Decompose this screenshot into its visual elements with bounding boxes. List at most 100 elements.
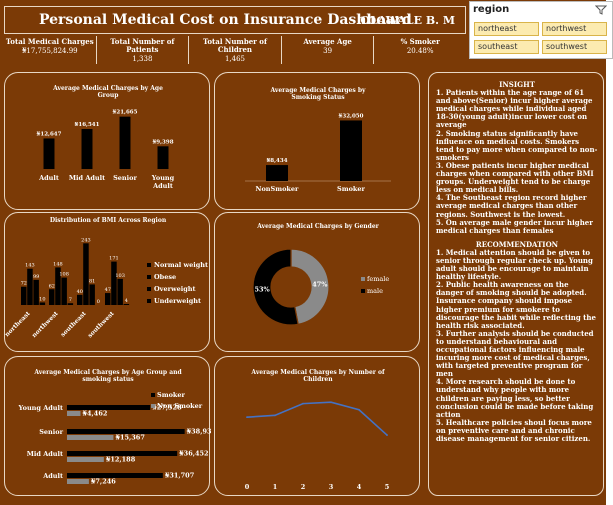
data-point <box>358 408 360 411</box>
bar <box>119 116 131 169</box>
insight-item: 5. On average male gender incur higher m… <box>436 217 593 235</box>
bar <box>27 268 33 305</box>
data-label: 0 <box>97 299 100 305</box>
slicer-item-northeast[interactable]: northeast <box>474 22 539 36</box>
kpi-label: Total Medical Charges <box>5 37 94 46</box>
chart-title: Average Medical Charges by Age Group and… <box>34 369 182 383</box>
bar <box>43 138 55 169</box>
bar <box>81 129 93 169</box>
data-label: ₦27,528 <box>152 404 182 412</box>
insight-item: 3. Obese patients incur higher medical c… <box>436 160 594 195</box>
bar <box>111 261 117 305</box>
recommendation-title: RECOMMENDATION <box>475 239 559 249</box>
tick-label: Adult <box>38 174 59 182</box>
bar <box>67 405 151 410</box>
insight-item: 2. Smoking status significantly have inf… <box>436 128 598 162</box>
legend-label: male <box>367 287 383 295</box>
tick-label: northwest <box>31 310 60 339</box>
data-point <box>246 416 248 419</box>
bar <box>67 303 74 305</box>
data-label: 103 <box>115 273 125 279</box>
multi-select-icon[interactable] <box>595 5 607 15</box>
kpi-value: 1,338 <box>132 55 153 63</box>
slicer-title: region <box>473 4 510 15</box>
author-name: OLAWALE B. M <box>360 13 455 27</box>
bar <box>83 243 89 305</box>
data-point <box>302 402 304 405</box>
bar <box>67 411 81 416</box>
bar <box>67 429 185 434</box>
data-label: ₦36,452 <box>179 450 208 458</box>
data-label: 108 <box>59 272 69 278</box>
tick-label: 5 <box>385 483 390 491</box>
data-label: 148 <box>53 261 63 267</box>
chart-title: Distribution of BMI Across Region <box>49 217 167 224</box>
bar <box>157 146 169 169</box>
recommendation-item: 3. Further analysis should be conducted … <box>436 328 594 379</box>
data-label: ₦12,188 <box>106 456 136 464</box>
tick-label: Senior <box>39 428 63 436</box>
kpi-smoker-percent: % Smoker 20.48% <box>374 36 466 64</box>
age-smoking-chart: Young Adult ₦27,528 ₦4,462 Senior ₦38,930 ₦15… <box>18 391 211 486</box>
tick-label: 1 <box>273 483 278 491</box>
kpi-label: Total Number of Patients <box>110 37 175 54</box>
chart-title: Average Medical Charges by Smoking Statu… <box>270 87 366 101</box>
bar <box>67 435 114 440</box>
kpi-strip: Total Medical Charges ₦17,755,824.99 Tot… <box>4 36 466 64</box>
dashboard-title: Personal Medical Cost on Insurance Dashb… <box>39 12 412 28</box>
insight-panel: INSIGHT 1. Patients within the age range… <box>428 72 604 496</box>
legend-swatch <box>147 287 151 291</box>
kpi-label: Total Number of Children <box>202 37 267 54</box>
slicer-item-southeast[interactable]: southeast <box>474 40 539 54</box>
bar <box>117 278 123 305</box>
data-label: 62 <box>49 283 55 289</box>
gender-chart: 47% 53% female male <box>252 248 389 326</box>
data-label: 72 <box>21 281 27 287</box>
tick-label: Mid Adult <box>69 174 105 182</box>
bar <box>55 267 61 305</box>
chart-title: Average Medical Charges by Number of Chi… <box>251 369 385 383</box>
region-slicer: region northeast northwest southeast sou… <box>469 1 613 59</box>
data-label: 4 <box>125 298 128 304</box>
bar <box>39 302 46 305</box>
kpi-value: ₦17,755,824.99 <box>21 47 78 55</box>
data-label: ₦16,541 <box>75 122 100 128</box>
series-line <box>246 401 388 436</box>
data-label: ₦38,930 <box>187 428 211 436</box>
chart-title: Average Medical Charges by Age Group <box>53 85 163 99</box>
bar <box>89 284 95 305</box>
data-label: 243 <box>81 237 91 243</box>
tick-label: 3 <box>329 483 334 491</box>
data-point <box>274 414 276 417</box>
tick-label: Adult <box>42 472 63 480</box>
data-label: ₦7,246 <box>91 478 116 486</box>
slicer-item-southwest[interactable]: southwest <box>542 40 607 54</box>
kpi-label: % Smoker <box>400 37 440 46</box>
data-label: ₦9,398 <box>152 139 173 145</box>
legend-swatch <box>147 275 151 279</box>
legend-swatch <box>361 277 365 281</box>
kpi-value: 39 <box>323 47 333 55</box>
slicer-item-northwest[interactable]: northwest <box>542 22 607 36</box>
data-label: ₦15,367 <box>115 434 144 442</box>
legend-swatch <box>361 289 365 293</box>
panel-children: Average Medical Charges by Number of Chi… <box>214 356 420 496</box>
data-label: ₦32,050 <box>339 113 364 119</box>
data-label: 40 <box>77 289 83 295</box>
recommendation-item: 1. Medical attention should be given to … <box>436 247 593 282</box>
tick-label: northeast <box>5 310 32 338</box>
bar <box>77 294 83 305</box>
bmi-region-chart: 721439910northeast621481087northwest4024… <box>5 237 208 339</box>
legend-label: Overweight <box>154 285 195 293</box>
tick-label: southeast <box>59 310 87 338</box>
data-label: 53% <box>255 286 271 294</box>
legend-label: Underweight <box>154 297 201 305</box>
kpi-average-age: Average Age 39 <box>282 36 375 64</box>
data-label: 7 <box>69 297 72 303</box>
age-group-chart: ₦12,647 Adult ₦16,541 Mid Adult ₦21,665 Senio… <box>37 110 175 190</box>
data-label: ₦21,665 <box>113 110 138 116</box>
donut-slice <box>290 248 330 326</box>
kpi-total-children: Total Number of Children 1,465 <box>189 36 282 64</box>
bar <box>49 289 55 305</box>
legend-label: Non Smoker <box>157 402 203 410</box>
